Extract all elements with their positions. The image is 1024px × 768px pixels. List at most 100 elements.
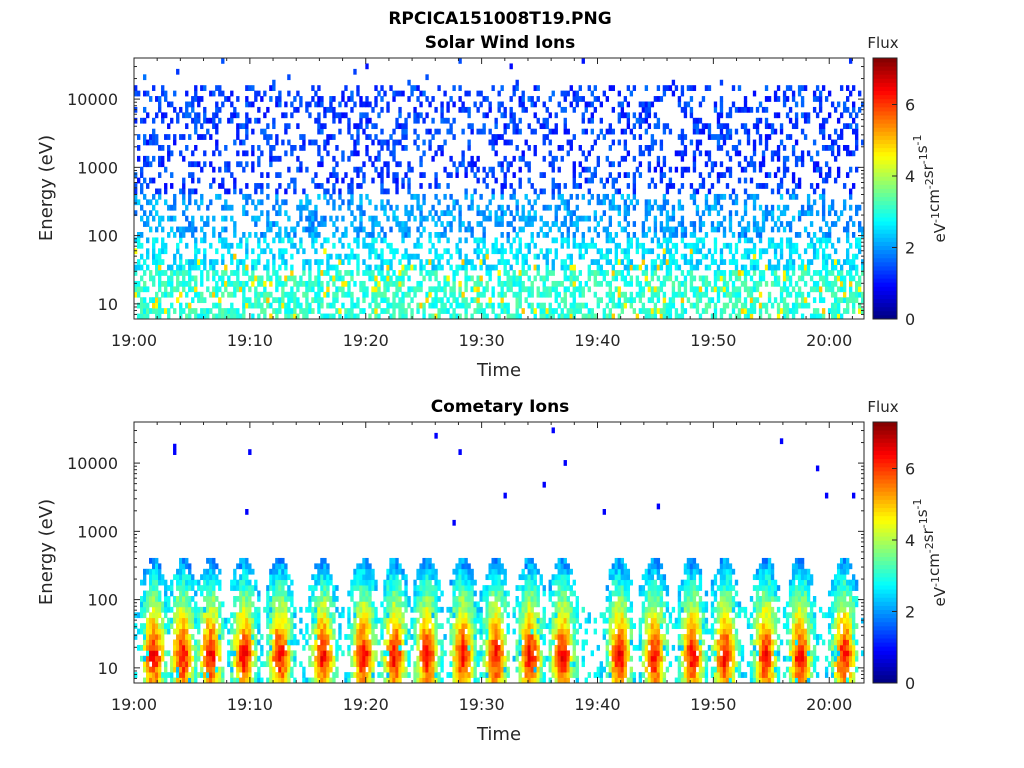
- solar-wind-cell: [776, 280, 781, 287]
- solar-wind-cell: [533, 145, 537, 151]
- solar-wind-cell: [716, 172, 721, 178]
- solar-wind-cell: [434, 106, 438, 113]
- solar-wind-cell: [830, 308, 835, 314]
- solar-wind-cell: [704, 291, 709, 298]
- cometary-cell: [248, 579, 252, 586]
- cometary-cell: [269, 628, 273, 635]
- solar-wind-cell: [245, 128, 249, 135]
- solar-wind-cell: [710, 313, 715, 320]
- solar-wind-cell: [164, 96, 168, 102]
- solar-wind-cell: [482, 242, 486, 249]
- cometary-cell: [182, 672, 186, 678]
- solar-wind-cell: [245, 302, 249, 309]
- solar-wind-cell: [221, 242, 225, 249]
- cometary-cell: [185, 628, 189, 635]
- solar-wind-cell: [704, 232, 709, 238]
- solar-wind-cell: [704, 204, 709, 211]
- solar-wind-cell: [794, 302, 799, 309]
- solar-wind-cell: [755, 117, 760, 124]
- cometary-cell: [200, 650, 204, 657]
- solar-wind-cell: [479, 221, 483, 227]
- solar-wind-cell: [695, 210, 700, 217]
- solar-wind-cell: [392, 280, 396, 287]
- solar-wind-cell: [776, 145, 781, 151]
- solar-wind-cell: [665, 270, 670, 276]
- solar-wind-cell: [572, 237, 576, 244]
- solar-wind-cell: [230, 172, 234, 178]
- solar-wind-cell: [704, 264, 709, 271]
- solar-wind-cell: [338, 308, 342, 314]
- solar-wind-cell: [212, 313, 216, 320]
- solar-wind-cell: [224, 313, 228, 320]
- cometary-cell: [242, 612, 246, 619]
- solar-wind-cell: [443, 286, 447, 293]
- solar-wind-cell: [395, 280, 399, 287]
- solar-wind-cell: [794, 248, 799, 255]
- solar-wind-cell: [458, 237, 462, 244]
- cometary-cell: [245, 677, 249, 684]
- cometary-cell: [158, 666, 162, 673]
- solar-wind-cell: [671, 183, 676, 189]
- cometary-cell: [272, 672, 276, 678]
- solar-wind-cell: [308, 139, 312, 146]
- solar-wind-cell: [431, 302, 435, 309]
- cometary-cell: [179, 617, 183, 624]
- solar-wind-cell: [788, 237, 793, 244]
- solar-wind-cell: [851, 221, 856, 227]
- solar-wind-cell: [527, 123, 531, 130]
- solar-wind-cell: [476, 297, 480, 304]
- solar-wind-cell: [698, 139, 703, 146]
- solar-wind-cell: [260, 232, 264, 238]
- solar-wind-cell: [437, 183, 441, 189]
- solar-wind-cell: [431, 134, 435, 140]
- solar-wind-cell: [581, 253, 585, 260]
- solar-wind-cell: [572, 270, 576, 276]
- solar-wind-cell: [398, 161, 402, 168]
- solar-wind-cell: [440, 253, 444, 260]
- solar-wind-cell: [845, 302, 850, 309]
- solar-wind-cell: [704, 286, 709, 293]
- cometary-cell: [176, 596, 180, 602]
- solar-wind-cell: [401, 270, 405, 276]
- solar-wind-cell: [278, 248, 282, 255]
- solar-wind-cell: [503, 112, 507, 119]
- solar-wind-cell: [470, 226, 474, 233]
- cometary-cell: [209, 672, 213, 678]
- cometary-cell: [155, 568, 159, 575]
- solar-wind-cell: [224, 286, 228, 293]
- cometary-cell: [266, 601, 270, 608]
- solar-wind-cell: [842, 199, 847, 206]
- solar-wind-cell: [716, 221, 721, 227]
- solar-wind-cell: [668, 270, 673, 276]
- solar-wind-cell: [167, 155, 171, 162]
- solar-wind-cell: [719, 106, 724, 113]
- cometary-cell: [200, 672, 204, 678]
- solar-wind-cell: [287, 291, 291, 298]
- solar-wind-cell: [593, 313, 597, 320]
- solar-wind-cell: [581, 166, 585, 173]
- cometary-cell: [143, 661, 147, 668]
- solar-wind-cell: [134, 210, 138, 217]
- solar-wind-cell: [506, 280, 510, 287]
- solar-wind-cell: [572, 166, 576, 173]
- solar-wind-cell: [689, 259, 694, 265]
- solar-wind-cell: [257, 275, 261, 282]
- solar-wind-cell: [668, 259, 673, 265]
- cometary-cell: [158, 623, 162, 629]
- solar-wind-cell: [251, 166, 255, 173]
- cometary-cell: [188, 661, 192, 668]
- cometary-cell: [176, 639, 180, 646]
- solar-wind-cell: [323, 112, 327, 119]
- solar-wind-cell: [638, 117, 643, 124]
- solar-wind-cell: [800, 101, 805, 108]
- solar-wind-cell: [845, 297, 850, 304]
- cometary-cell: [215, 617, 219, 624]
- solar-wind-cell: [326, 188, 330, 195]
- solar-wind-cell: [671, 286, 676, 293]
- solar-wind-cell: [353, 253, 357, 260]
- solar-wind-cell: [242, 297, 246, 304]
- solar-wind-cell: [560, 264, 564, 271]
- solar-wind-cell: [791, 313, 796, 320]
- solar-wind-cell: [608, 204, 612, 211]
- solar-wind-cell: [188, 172, 192, 178]
